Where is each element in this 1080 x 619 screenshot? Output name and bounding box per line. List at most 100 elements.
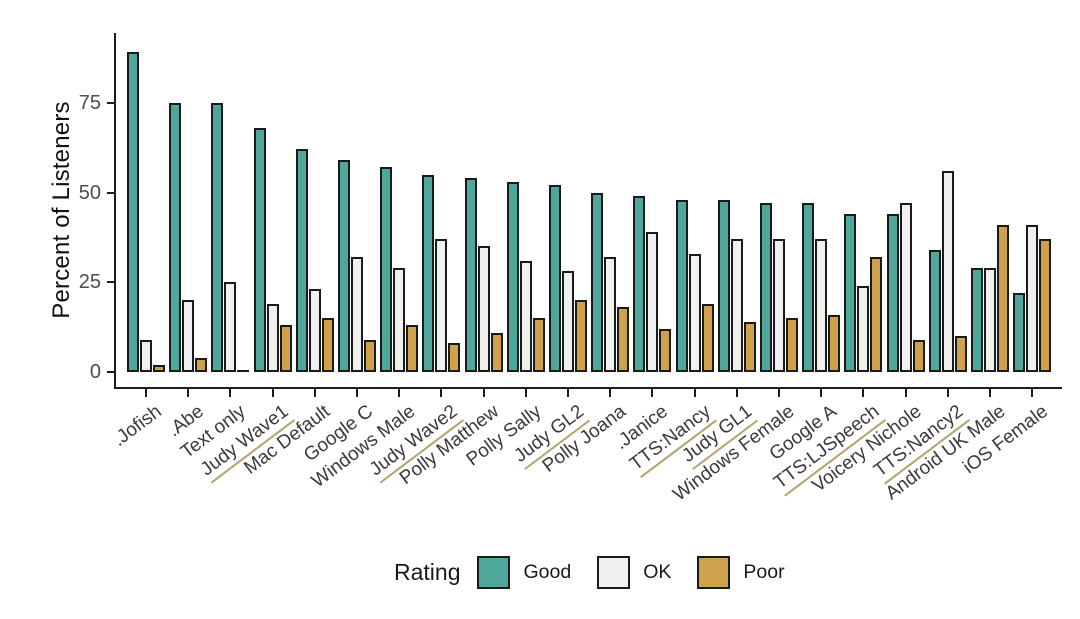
x-tick-mark bbox=[820, 389, 823, 397]
bar-poor bbox=[321, 318, 334, 372]
y-tick-mark bbox=[107, 191, 114, 194]
bar-poor bbox=[195, 357, 208, 372]
bar-ok bbox=[730, 239, 743, 372]
x-tick-mark bbox=[187, 389, 190, 397]
bar-good bbox=[1013, 293, 1026, 372]
bar-good bbox=[169, 102, 182, 372]
bar-good bbox=[295, 149, 308, 372]
bar-ok bbox=[182, 300, 195, 372]
bar-poor bbox=[406, 325, 419, 372]
y-tick-label: 25 bbox=[78, 271, 101, 294]
bar-poor bbox=[448, 343, 461, 372]
y-tick-label: 0 bbox=[89, 361, 101, 383]
bar-poor bbox=[701, 303, 714, 372]
bar-poor bbox=[153, 364, 165, 372]
bar-good bbox=[675, 199, 688, 372]
x-tick-mark bbox=[1031, 389, 1034, 397]
x-tick-mark bbox=[145, 389, 147, 397]
bar-good bbox=[971, 267, 983, 372]
bar-good bbox=[802, 203, 815, 372]
x-tick-mark bbox=[946, 389, 949, 397]
bar-poor bbox=[659, 328, 672, 372]
x-tick-mark bbox=[567, 389, 569, 397]
x-tick-mark bbox=[609, 389, 612, 397]
y-tick-mark bbox=[107, 371, 114, 373]
bar-poor bbox=[828, 314, 841, 372]
bar-ok bbox=[773, 239, 785, 372]
legend-swatch-ok bbox=[597, 555, 631, 589]
bar-ok bbox=[984, 267, 996, 372]
bar-good bbox=[211, 102, 224, 372]
y-axis-line bbox=[114, 33, 116, 389]
bar-ok bbox=[646, 231, 659, 372]
bar-ok bbox=[266, 303, 279, 372]
bar-good bbox=[253, 127, 266, 372]
bar-ok bbox=[857, 285, 870, 372]
bar-poor bbox=[1039, 239, 1052, 372]
bar-ok bbox=[477, 246, 490, 372]
bar-good bbox=[380, 167, 393, 372]
x-tick-mark bbox=[356, 389, 358, 397]
bar-poor bbox=[997, 224, 1009, 372]
bar-good bbox=[464, 178, 477, 372]
bar-poor bbox=[617, 307, 630, 372]
x-tick-mark bbox=[229, 389, 232, 397]
bar-ok bbox=[815, 239, 828, 372]
legend-item-good: Good bbox=[477, 555, 572, 589]
bar-poor bbox=[743, 321, 756, 372]
x-tick-mark bbox=[271, 389, 274, 397]
y-tick-label: 50 bbox=[78, 181, 101, 204]
legend-label: OK bbox=[643, 560, 672, 583]
x-axis-line bbox=[115, 387, 1062, 389]
bar-ok bbox=[140, 339, 152, 372]
bar-ok bbox=[562, 271, 574, 372]
bar-ok bbox=[224, 282, 237, 372]
x-tick-mark bbox=[398, 389, 401, 397]
x-tick-mark bbox=[735, 389, 738, 397]
bar-poor bbox=[532, 318, 545, 372]
bar-ok bbox=[1026, 224, 1039, 372]
x-category-label: .Jofish bbox=[109, 401, 166, 451]
bar-good bbox=[886, 214, 899, 372]
bar-good bbox=[760, 203, 772, 372]
x-tick-mark bbox=[904, 389, 907, 397]
bar-good bbox=[549, 185, 561, 372]
bar-good bbox=[717, 199, 730, 372]
x-tick-mark bbox=[313, 389, 316, 397]
legend: Rating Good OK Poor bbox=[394, 547, 811, 597]
bar-good bbox=[338, 160, 350, 372]
x-tick-mark bbox=[482, 389, 485, 397]
bar-ok bbox=[899, 203, 912, 372]
legend-item-ok: OK bbox=[597, 555, 672, 589]
x-tick-mark bbox=[862, 389, 865, 397]
bar-good bbox=[127, 52, 139, 372]
bar-poor bbox=[575, 300, 587, 372]
bar-ok bbox=[393, 267, 406, 372]
x-tick-mark bbox=[651, 389, 654, 397]
bar-poor-zero bbox=[237, 369, 250, 372]
bar-ok bbox=[308, 289, 321, 372]
x-tick-mark bbox=[524, 389, 527, 397]
x-tick-mark bbox=[778, 389, 780, 397]
bar-ok bbox=[435, 239, 448, 372]
bar-good bbox=[633, 196, 646, 372]
legend-swatch-good bbox=[477, 555, 511, 589]
y-tick-label: 75 bbox=[78, 91, 101, 114]
x-tick-mark bbox=[693, 389, 696, 397]
bar-ok bbox=[519, 260, 532, 372]
bar-ok bbox=[941, 170, 954, 372]
x-tick-mark bbox=[989, 389, 991, 397]
bar-poor bbox=[279, 325, 292, 372]
bar-good bbox=[591, 192, 604, 372]
bar-poor bbox=[954, 336, 967, 372]
legend-label: Good bbox=[523, 560, 572, 583]
legend-item-poor: Poor bbox=[697, 555, 785, 589]
bar-ok bbox=[351, 257, 363, 372]
bar-good bbox=[506, 181, 519, 372]
y-tick-mark bbox=[107, 281, 114, 284]
legend-label: Poor bbox=[743, 560, 785, 583]
x-tick-mark bbox=[440, 389, 443, 397]
bar-ok bbox=[604, 257, 617, 372]
bar-good bbox=[928, 249, 941, 372]
